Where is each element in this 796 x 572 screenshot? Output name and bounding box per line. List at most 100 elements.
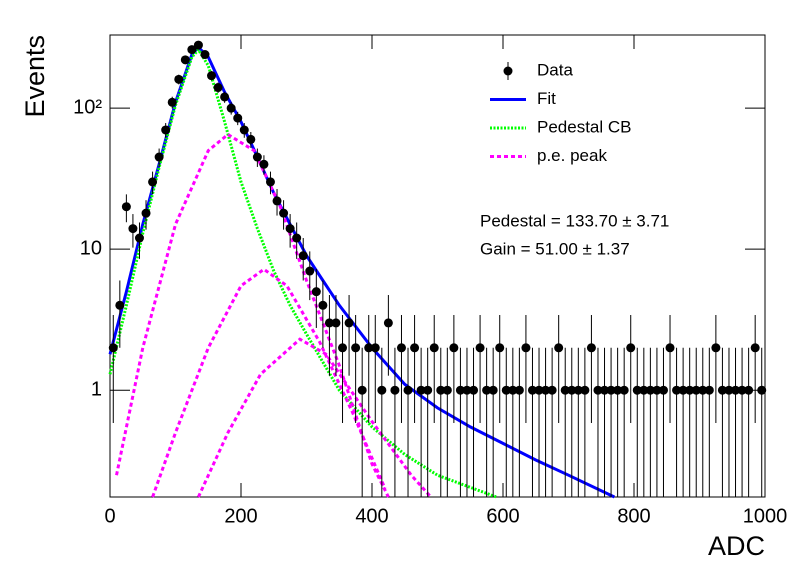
data-point <box>423 385 433 395</box>
data-point <box>187 45 197 55</box>
data-point <box>416 385 426 395</box>
data-point <box>704 385 714 395</box>
data-point <box>475 343 485 353</box>
data-point <box>134 233 144 243</box>
data-point <box>180 55 190 65</box>
data-point <box>731 385 741 395</box>
data-point <box>285 224 295 234</box>
data-point <box>658 385 668 395</box>
data-point <box>527 385 537 395</box>
data-point <box>357 385 367 395</box>
data-point <box>541 385 551 395</box>
data-point <box>586 343 596 353</box>
data-point <box>121 202 131 212</box>
data-point <box>626 343 636 353</box>
fit-curve <box>115 132 390 498</box>
data-point <box>717 385 727 395</box>
data-point <box>600 385 610 395</box>
legend-label: p.e. peak <box>537 146 607 165</box>
data-point <box>233 113 243 123</box>
data-point <box>167 97 177 107</box>
data-point <box>678 385 688 395</box>
data-point <box>554 343 564 353</box>
y-tick-label: 10² <box>73 96 102 118</box>
data-point <box>580 385 590 395</box>
data-point <box>737 385 747 395</box>
data-point <box>514 385 524 395</box>
data-point <box>560 385 570 395</box>
y-axis-label: Events <box>20 35 50 118</box>
annotation: Gain = 51.00 ± 1.37 <box>480 239 630 258</box>
plot-frame <box>109 34 766 498</box>
legend-label: Data <box>537 60 573 79</box>
data-point <box>632 385 642 395</box>
data-point <box>501 385 511 395</box>
data-point <box>383 318 393 328</box>
legend-swatch <box>503 66 513 76</box>
data-point <box>455 385 465 395</box>
data-point <box>331 318 341 328</box>
data-point <box>311 287 321 297</box>
data-point <box>154 152 164 162</box>
data-point <box>495 343 505 353</box>
data-point <box>482 385 492 395</box>
data-point <box>698 385 708 395</box>
data-point <box>573 385 583 395</box>
data-point <box>364 343 374 353</box>
data-point <box>593 385 603 395</box>
data-point <box>193 40 203 50</box>
data-point <box>619 385 629 395</box>
data-point <box>488 385 498 395</box>
legend-label: Pedestal CB <box>537 117 632 136</box>
data-point <box>396 343 406 353</box>
y-tick-label: 1 <box>91 379 102 401</box>
data-point <box>292 233 302 243</box>
data-point <box>128 224 138 234</box>
data-point <box>750 343 760 353</box>
data-point <box>436 385 446 395</box>
data-point <box>403 385 413 395</box>
data-point <box>115 300 125 310</box>
data-point <box>567 385 577 395</box>
data-point <box>324 318 334 328</box>
data-point <box>691 385 701 395</box>
data-point <box>534 385 544 395</box>
data-point <box>338 343 348 353</box>
y-tick-label: 10 <box>80 237 102 259</box>
legend-label: Fit <box>537 89 556 108</box>
x-tick-label: 0 <box>104 505 115 527</box>
data-point <box>672 385 682 395</box>
data-point <box>370 343 380 353</box>
x-tick-label: 800 <box>617 505 650 527</box>
data-point <box>265 177 275 187</box>
data-point <box>665 343 675 353</box>
data-point <box>449 343 459 353</box>
data-point <box>442 385 452 395</box>
data-point <box>547 385 557 395</box>
x-tick-label: 600 <box>486 505 519 527</box>
data-point <box>148 177 158 187</box>
data-point <box>429 343 439 353</box>
data-point <box>226 103 236 113</box>
data-point <box>252 152 262 162</box>
data-point <box>141 208 151 218</box>
x-axis-label: ADC <box>708 531 765 561</box>
data-point <box>351 343 361 353</box>
data-point <box>305 266 315 276</box>
data-point <box>298 251 308 261</box>
data-point <box>200 50 210 60</box>
data-point <box>606 385 616 395</box>
data-point <box>390 385 400 395</box>
data-point <box>174 74 184 84</box>
annotation: Pedestal = 133.70 ± 3.71 <box>480 211 669 230</box>
data-point <box>279 208 289 218</box>
data-point <box>744 385 754 395</box>
data-point <box>521 343 531 353</box>
data-point <box>239 125 249 135</box>
fit-curve <box>108 47 497 499</box>
data-point <box>246 134 256 144</box>
data-point <box>613 385 623 395</box>
data-point <box>108 343 118 353</box>
x-tick-label: 400 <box>355 505 388 527</box>
